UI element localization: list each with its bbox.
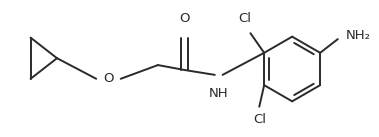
Text: Cl: Cl — [253, 113, 266, 126]
Text: O: O — [104, 72, 114, 85]
Text: O: O — [179, 12, 190, 25]
Text: NH₂: NH₂ — [346, 29, 371, 42]
Text: Cl: Cl — [238, 12, 251, 25]
Text: NH: NH — [209, 87, 229, 100]
